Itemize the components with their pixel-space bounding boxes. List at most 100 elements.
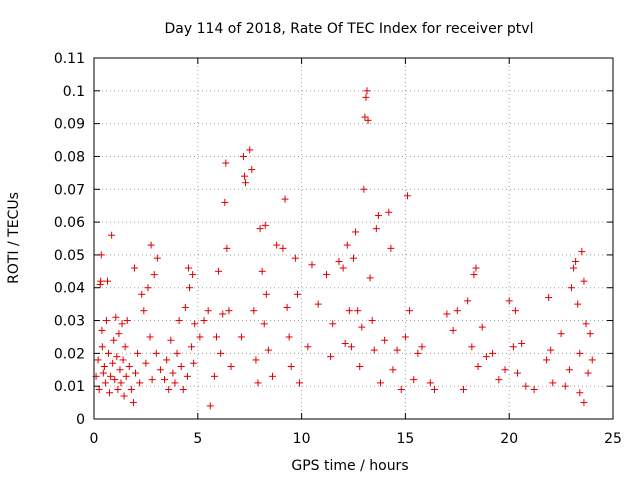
data-point	[105, 349, 113, 357]
data-point	[347, 343, 355, 351]
y-axis-label: ROTI / TECUs	[6, 192, 22, 284]
data-point	[522, 382, 530, 390]
data-point	[264, 346, 272, 354]
data-point	[453, 307, 461, 315]
data-point	[173, 349, 181, 357]
data-point	[374, 212, 382, 220]
data-point	[95, 385, 103, 393]
data-point	[509, 343, 517, 351]
y-tick-label: 0.08	[54, 149, 85, 165]
data-point	[165, 385, 173, 393]
data-point	[478, 323, 486, 331]
data-point	[254, 379, 262, 387]
data-point	[343, 241, 351, 249]
data-point	[358, 323, 366, 331]
data-point	[190, 359, 198, 367]
data-point	[414, 349, 422, 357]
data-point	[376, 379, 384, 387]
data-point	[545, 294, 553, 302]
data-point	[381, 336, 389, 344]
data-point	[468, 343, 476, 351]
plot-frame	[93, 57, 614, 420]
data-point	[119, 356, 127, 364]
data-point	[549, 379, 557, 387]
data-point	[177, 362, 185, 370]
data-point	[148, 376, 156, 384]
data-point	[366, 274, 374, 282]
data-points	[92, 87, 596, 410]
axis-ticks: 0 0.01 0.02 0.03 0.04 0.05 0.06 0.07 0.08 0.09 0.1…	[54, 51, 622, 447]
data-point	[354, 307, 362, 315]
data-point	[121, 343, 129, 351]
data-point	[561, 382, 569, 390]
data-point	[200, 317, 208, 325]
data-point	[175, 317, 183, 325]
data-point	[248, 166, 256, 174]
data-point	[285, 333, 293, 341]
data-point	[132, 369, 140, 377]
data-point	[125, 362, 133, 370]
data-point	[296, 379, 304, 387]
data-point	[287, 362, 295, 370]
data-point	[489, 349, 497, 357]
data-point	[584, 369, 592, 377]
data-point	[557, 330, 565, 338]
data-point	[222, 159, 230, 167]
data-point	[403, 192, 411, 200]
data-point	[250, 307, 258, 315]
data-point	[239, 152, 247, 160]
x-tick-label: 5	[193, 431, 202, 447]
data-point	[156, 366, 164, 374]
data-point	[163, 356, 171, 364]
chart-title: Day 114 of 2018, Rate Of TEC Index for r…	[165, 21, 534, 37]
data-point	[350, 254, 357, 262]
data-point	[260, 320, 268, 328]
data-point	[464, 297, 472, 305]
data-point	[153, 254, 161, 262]
data-point	[570, 264, 578, 272]
data-point	[389, 366, 397, 374]
y-tick-label: 0.04	[54, 281, 85, 297]
data-point	[443, 310, 451, 318]
data-point	[574, 300, 582, 308]
data-point	[329, 320, 337, 328]
data-point	[430, 385, 438, 393]
y-tick-label: 0.05	[54, 248, 85, 264]
data-point	[196, 333, 204, 341]
data-point	[567, 284, 575, 292]
data-point	[129, 399, 137, 407]
data-point	[588, 356, 596, 364]
x-tick-label: 10	[293, 431, 311, 447]
data-point	[120, 392, 128, 400]
y-tick-label: 0.06	[54, 215, 85, 231]
data-point	[147, 241, 155, 249]
data-point	[122, 372, 130, 380]
x-tick-label: 20	[500, 431, 518, 447]
data-point	[304, 343, 312, 351]
data-point	[123, 317, 131, 325]
data-point	[460, 385, 468, 393]
data-point	[283, 303, 291, 311]
data-point	[293, 290, 301, 298]
data-point	[339, 264, 347, 272]
data-point	[547, 346, 555, 354]
data-point	[167, 336, 175, 344]
data-point	[114, 385, 122, 393]
data-point	[223, 244, 231, 252]
data-point	[103, 277, 111, 285]
data-point	[273, 241, 281, 249]
y-tick-label: 0.03	[54, 314, 85, 330]
data-point	[511, 307, 519, 315]
data-point	[397, 385, 405, 393]
data-point	[256, 225, 264, 233]
data-point	[279, 244, 287, 252]
data-point	[227, 362, 235, 370]
data-point	[136, 379, 144, 387]
data-point	[514, 369, 522, 377]
data-point	[360, 185, 368, 193]
x-axis-label: GPS time / hours	[291, 458, 408, 474]
data-point	[150, 271, 158, 279]
data-point	[426, 379, 434, 387]
data-point	[106, 389, 114, 397]
y-tick-label: 0	[76, 412, 85, 428]
